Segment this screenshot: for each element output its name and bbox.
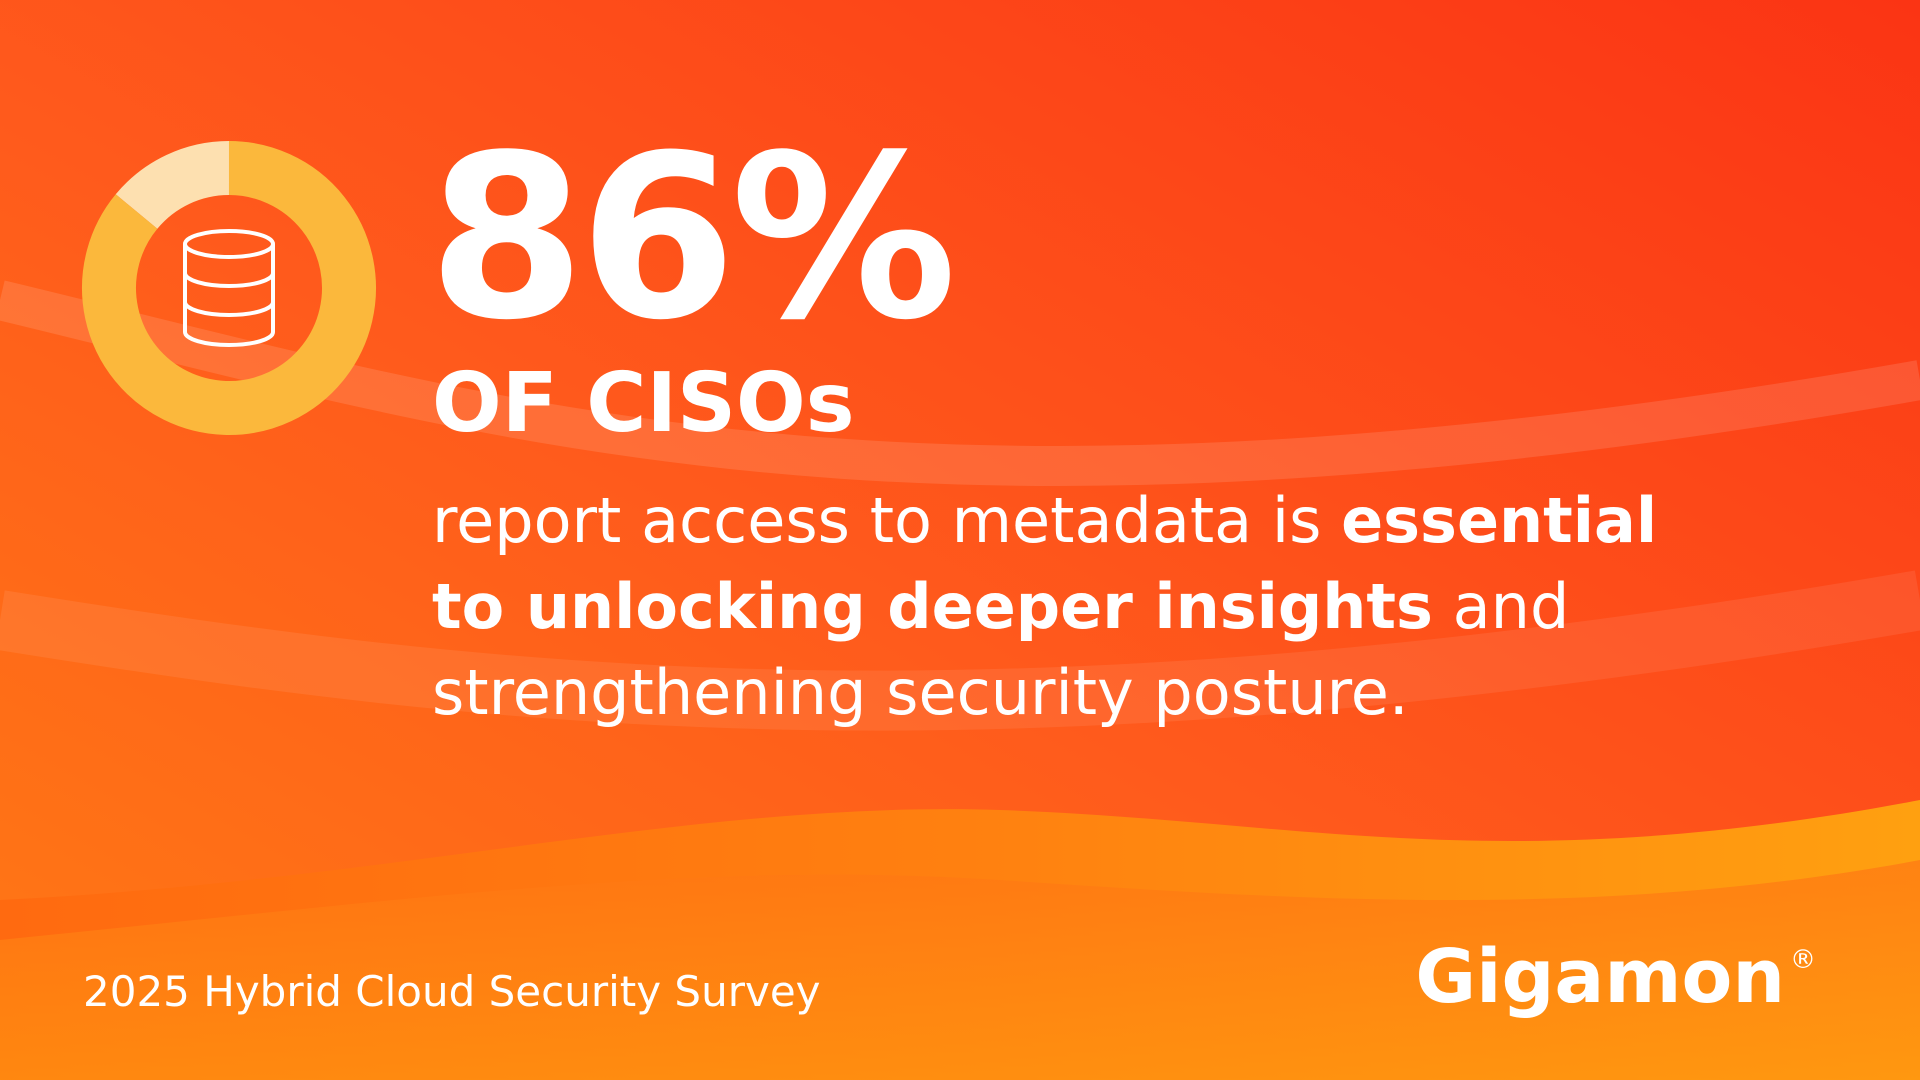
light-streak [0, 280, 1920, 486]
donut-value [82, 141, 376, 435]
trademark: ® [1790, 945, 1816, 975]
body-run: and [1433, 570, 1569, 643]
database-icon [183, 229, 275, 347]
footer: 2025 Hybrid Cloud Security Survey [83, 967, 821, 1016]
body-line: strengthening security posture. [432, 656, 1409, 729]
body-text: report access to metadata is essential to… [432, 484, 1657, 729]
brand-logo: Gigamon [1415, 934, 1785, 1020]
donut [82, 141, 376, 435]
body-run: strengthening security posture. [432, 656, 1409, 729]
subject: OF CISOs [432, 356, 855, 451]
body-run: to unlocking deeper insights [432, 570, 1433, 643]
body-run: report access to metadata is [432, 484, 1341, 557]
donut-rest [115, 141, 230, 230]
body-line: report access to metadata is essential [432, 484, 1657, 557]
body-run: essential [1341, 484, 1657, 557]
stat-value: 86% [428, 107, 951, 370]
body-line: to unlocking deeper insights and [432, 570, 1569, 643]
wave [0, 860, 1920, 1080]
light-streak [0, 570, 1920, 731]
